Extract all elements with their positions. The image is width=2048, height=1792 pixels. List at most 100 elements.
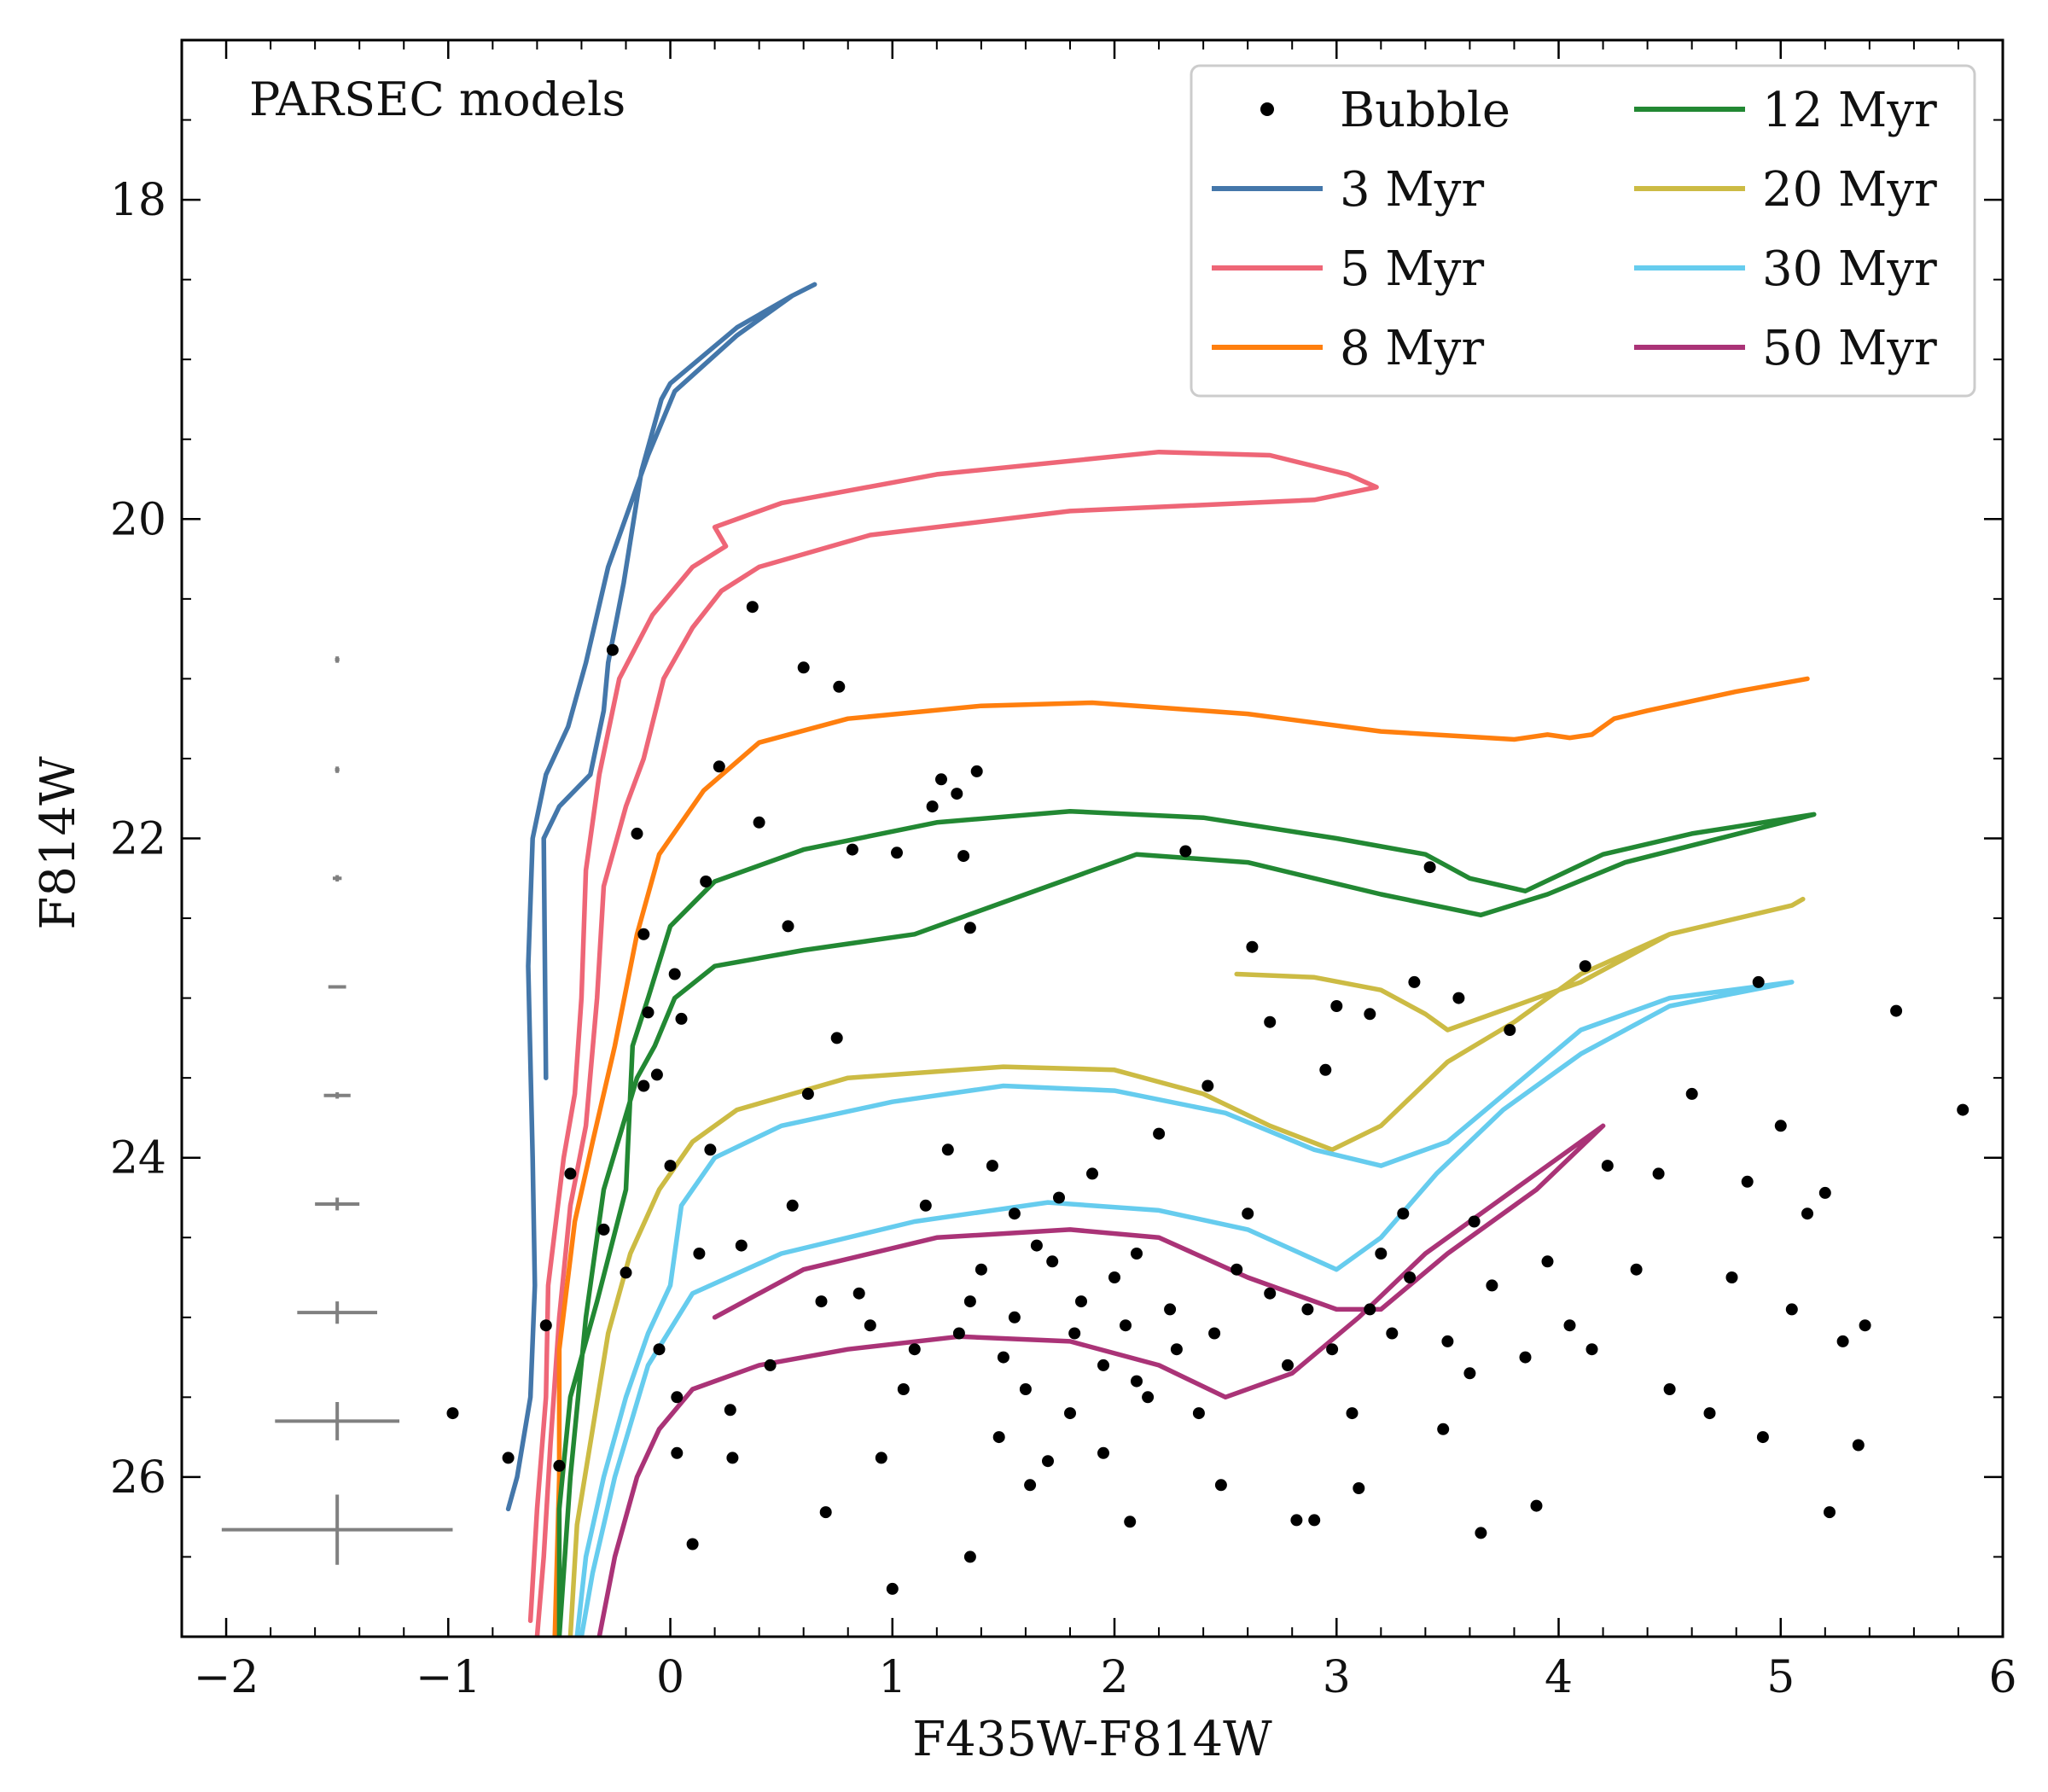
bubble-point <box>1408 975 1421 988</box>
bubble-point <box>1756 1431 1769 1444</box>
bubble-point <box>1364 1303 1376 1316</box>
y-tick-label: 26 <box>110 1452 166 1504</box>
bubble-point <box>1423 861 1436 874</box>
bubble-point <box>926 800 939 813</box>
bubble-point <box>1086 1167 1098 1180</box>
isochrone-50-myr <box>596 1123 1606 1637</box>
error-bars <box>221 656 453 1565</box>
bubble-point <box>975 1263 987 1276</box>
isochrone-curves <box>505 282 1817 1637</box>
bubble-point <box>1353 1482 1365 1494</box>
bubble-point <box>1663 1383 1676 1395</box>
bubble-point <box>1201 1079 1214 1092</box>
bubble-point <box>846 843 858 856</box>
bubble-point <box>1124 1516 1137 1528</box>
bubble-point <box>1504 1024 1516 1036</box>
bubble-point <box>704 1143 717 1156</box>
y-tick-label: 20 <box>110 494 166 545</box>
x-tick-label: 3 <box>1323 1652 1351 1703</box>
bubble-point <box>1630 1263 1643 1276</box>
bubble-point <box>1242 1207 1254 1220</box>
bubble-point <box>1153 1127 1166 1140</box>
bubble-point <box>815 1295 828 1308</box>
bubble-point <box>1097 1359 1109 1371</box>
bubble-point <box>1404 1271 1417 1283</box>
bubble-point <box>653 1343 666 1356</box>
bubble-point <box>1192 1407 1205 1420</box>
bubble-point <box>1785 1303 1798 1316</box>
bubble-point <box>819 1506 832 1519</box>
bubble-point <box>1725 1271 1738 1283</box>
bubble-point <box>852 1287 865 1300</box>
bubble-point <box>1852 1439 1865 1452</box>
bubble-point <box>1563 1319 1576 1332</box>
bubble-point <box>1774 1120 1787 1132</box>
bubble-point <box>1308 1514 1321 1527</box>
bubble-point <box>986 1160 998 1172</box>
bubble-point <box>897 1383 910 1395</box>
bubble-point <box>1836 1335 1849 1347</box>
bubble-point <box>1585 1343 1598 1356</box>
bubble-point <box>764 1359 777 1371</box>
bubble-point <box>957 850 970 863</box>
bubble-point <box>1541 1255 1554 1268</box>
legend-label: 12 Myr <box>1762 83 1937 138</box>
bubble-point <box>1042 1455 1054 1468</box>
bubble-point <box>668 968 681 980</box>
bubble-point <box>620 1266 632 1279</box>
bubble-point <box>1452 992 1465 1004</box>
bubble-point <box>891 847 903 859</box>
bubble-point <box>1170 1343 1183 1356</box>
bubble-point <box>1264 1015 1277 1028</box>
bubble-point <box>1752 975 1765 988</box>
bubble-point <box>564 1167 577 1180</box>
bubble-point <box>1097 1446 1109 1459</box>
legend-label: 30 Myr <box>1762 241 1937 297</box>
bubble-point <box>935 773 947 786</box>
bubble-point <box>782 920 794 933</box>
bubble-point <box>1579 960 1591 973</box>
bubble-point <box>693 1248 706 1260</box>
bubble-point <box>1030 1239 1043 1252</box>
bubble-point <box>1685 1087 1698 1100</box>
legend-label: 5 Myr <box>1340 241 1484 297</box>
bubble-point <box>1008 1207 1021 1220</box>
bubble-point <box>908 1343 921 1356</box>
bubble-point <box>1463 1367 1476 1380</box>
bubble-point <box>1164 1303 1177 1316</box>
bubble-point <box>637 1079 650 1092</box>
bubble-point <box>664 1160 677 1172</box>
legend-label: 50 Myr <box>1762 321 1937 376</box>
bubble-point <box>637 928 650 940</box>
bubble-point <box>1859 1319 1871 1332</box>
bubble-point <box>1437 1423 1450 1435</box>
bubble-point <box>1330 1000 1343 1012</box>
bubble-point <box>1801 1207 1813 1220</box>
bubble-point <box>446 1407 459 1420</box>
bubble-point <box>970 765 983 777</box>
bubble-point <box>875 1452 887 1464</box>
bubble-point <box>724 1404 736 1417</box>
bubble-point <box>1346 1407 1359 1420</box>
legend-label: 20 Myr <box>1762 162 1937 218</box>
bubble-point <box>735 1239 748 1252</box>
bubble-point <box>1075 1295 1087 1308</box>
bubble-point <box>1486 1279 1498 1292</box>
bubble-point <box>1024 1479 1037 1492</box>
bubble-point <box>1741 1175 1754 1188</box>
isochrone-30-myr <box>574 980 1795 1637</box>
legend-label: 8 Myr <box>1340 321 1484 376</box>
bubble-point <box>746 601 759 614</box>
bubble-point <box>1282 1359 1294 1371</box>
bubble-point <box>1142 1391 1155 1404</box>
bubble-point <box>650 1068 663 1081</box>
isochrone-5-myr <box>527 449 1379 1637</box>
bubble-point <box>1246 940 1259 953</box>
bubble-point <box>1319 1063 1332 1076</box>
bubble-point <box>919 1199 932 1212</box>
bubble-point <box>1890 1004 1903 1017</box>
bubble-point <box>1131 1248 1143 1260</box>
bubble-point <box>553 1459 566 1472</box>
bubble-point <box>675 1012 688 1025</box>
